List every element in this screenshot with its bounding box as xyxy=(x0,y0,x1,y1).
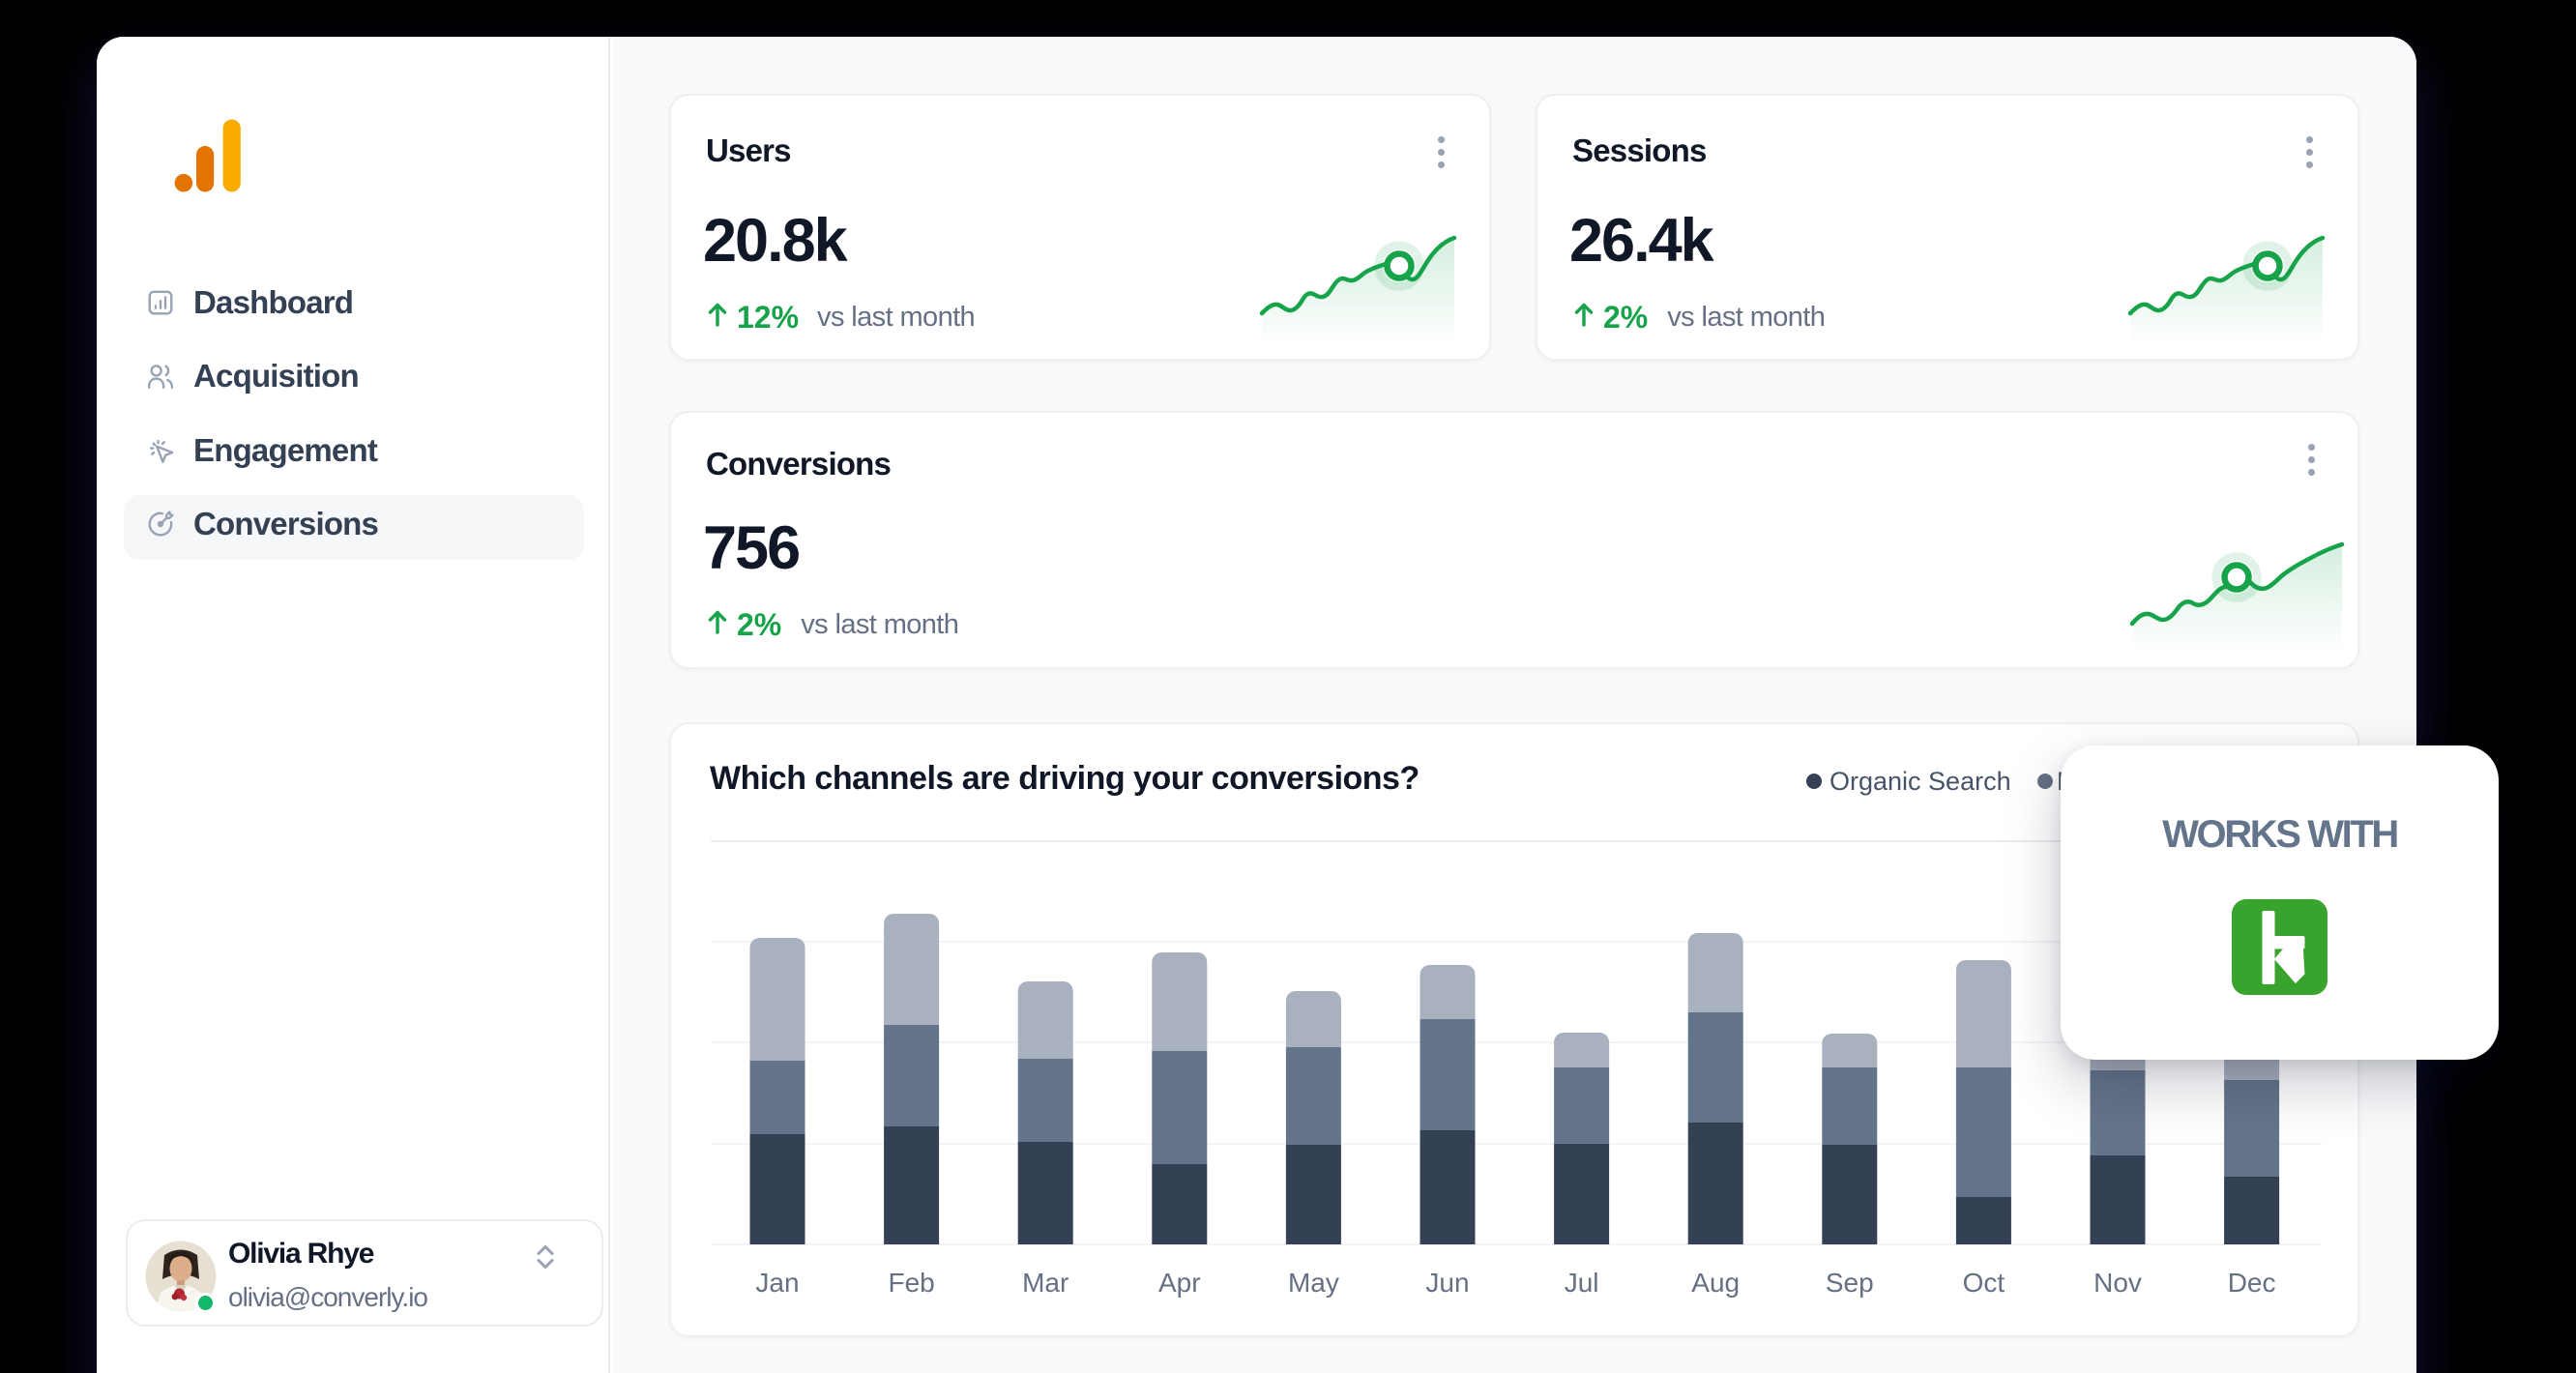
svg-text:Feb: Feb xyxy=(888,1268,934,1298)
svg-text:Mar: Mar xyxy=(1022,1268,1068,1298)
svg-text:Jan: Jan xyxy=(755,1268,799,1298)
svg-text:Apr: Apr xyxy=(1158,1268,1201,1298)
svg-text:Aug: Aug xyxy=(1691,1268,1740,1298)
svg-text:Nov: Nov xyxy=(2093,1268,2142,1298)
svg-text:Jul: Jul xyxy=(1565,1268,1599,1298)
svg-text:Dec: Dec xyxy=(2228,1268,2276,1298)
svg-text:Oct: Oct xyxy=(1963,1268,2005,1298)
svg-text:May: May xyxy=(1288,1268,1339,1298)
svg-text:Jun: Jun xyxy=(1425,1268,1469,1298)
svg-text:Sep: Sep xyxy=(1826,1268,1874,1298)
